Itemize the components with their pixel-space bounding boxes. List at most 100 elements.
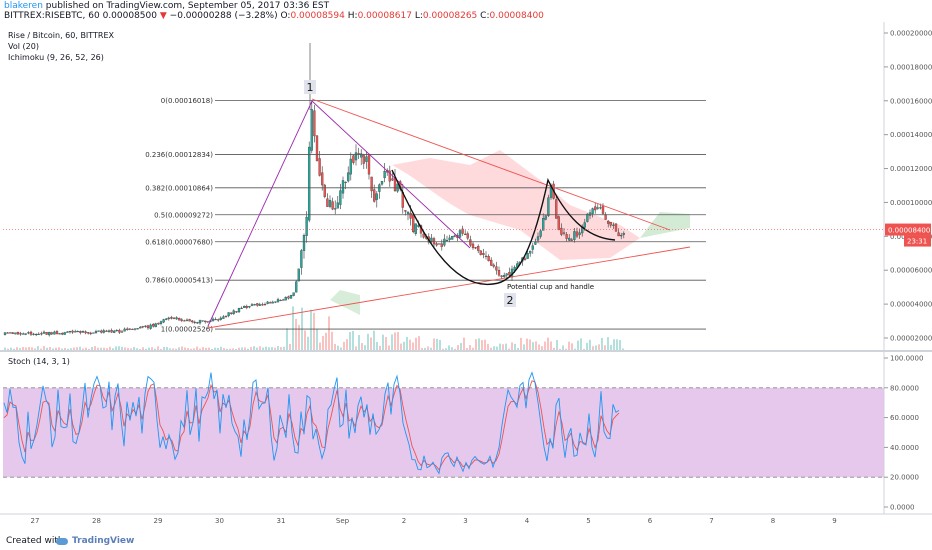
fib-level-label: 1(0.00002526) [161,326,213,334]
volume-bar [487,343,489,350]
candle-body [469,239,472,246]
volume-bar [277,346,279,350]
candle-body [50,332,53,335]
time-tick-label: 9 [832,517,836,525]
volume-bar [142,347,144,350]
countdown-text: 23:31 [907,238,927,246]
volume-bar [34,348,36,350]
candle-body [492,264,495,267]
volume-bar [181,346,183,350]
volume-bar [166,347,168,350]
volume-bar [385,337,387,350]
candle-body [167,317,170,320]
candle-body [269,302,272,304]
volume-bar [541,346,543,350]
volume-bar [427,346,429,350]
time-tick-label: 6 [648,517,653,525]
candle-body [409,212,412,219]
ichimoku-cloud-green-early [330,290,360,315]
candle-body [11,332,14,334]
volume-bar [544,341,546,350]
candle-body [354,152,358,161]
candle-body [193,321,196,323]
volume-bar [184,347,186,350]
candle-body [596,207,599,209]
candle-body [542,218,545,231]
volume-bar [589,339,591,350]
volume-bar [556,340,558,350]
trend-line-upper [311,98,671,231]
time-tick-label: 3 [463,517,467,525]
volume-bar [529,339,531,350]
volume-bar [289,343,291,350]
candle-body [27,332,30,334]
low-value: 0.00008265 [422,11,478,21]
candle-body [547,197,550,216]
published-text: published on TradingView.com, September … [45,1,330,11]
stoch-tick-label: 40.0000 [890,444,919,452]
volume-bar [205,347,207,350]
volume-bar [148,347,150,350]
volume-bar [19,348,21,350]
stoch-tick-label: 20.0000 [890,474,919,482]
volume-bar [502,344,504,350]
volume-bar [25,347,27,350]
candle-body [206,321,209,323]
time-tick-label: 29 [154,517,163,525]
candle-body [276,299,280,303]
chart-frame[interactable]: 0.00020000 0.00018000 0.00016000 0.00014000… [0,22,932,532]
candle-body [435,243,438,246]
volume-bar [43,346,45,350]
volume-bar [124,347,126,350]
chart-svg[interactable]: 0.00020000 0.00018000 0.00016000 0.00014000… [0,22,932,532]
volume-bar [31,347,33,350]
candle-body [508,272,511,276]
tradingview-logo[interactable]: TradingView [72,536,135,546]
volume-bar [193,348,195,350]
volume-bar [259,346,261,350]
fib-level-label: 0.236(0.00012834) [145,151,213,159]
time-tick-label: 7 [709,517,713,525]
point2-marker-bg [504,293,516,307]
candle-body [539,230,542,237]
volume-bar [58,347,60,350]
candle-body [154,323,157,328]
candle-body [461,228,464,234]
volume-bar [247,348,249,350]
volume-bar [466,348,468,350]
volume-bar [361,343,363,350]
candle-body [417,225,420,227]
candle-body [448,237,451,240]
volume-bar [229,348,231,350]
volume-bar [64,347,66,350]
candle-body [490,259,493,266]
volume-bar [250,347,252,350]
volume-bar [202,347,204,350]
candle-body [565,234,568,239]
candle-body [406,211,410,214]
candle-body [466,233,469,239]
author-link[interactable]: blakeren [4,1,43,11]
volume-bar [439,339,441,350]
candle-body [500,275,503,277]
price-tick-label: 0.00016000 [890,97,932,105]
volume-bar [139,348,141,350]
volume-bar [286,328,288,350]
volume-bar [421,347,423,350]
candle-body [107,330,111,332]
created-with-text: Created with [6,536,64,546]
pattern-label: Potential cup and handle [507,283,594,291]
volume-bar [391,334,393,350]
volume-bar [223,348,225,350]
candle-body [126,328,129,330]
volume-bar [481,340,483,350]
volume-bar [103,347,105,350]
volume-bar [424,347,426,350]
volume-bar [610,344,612,350]
candle-body [308,146,311,221]
candle-body [604,214,607,220]
current-price-text: 0.00008400 [888,227,930,235]
candle-body [614,223,618,232]
volume-bar [67,348,69,350]
volume-bar [322,335,324,350]
